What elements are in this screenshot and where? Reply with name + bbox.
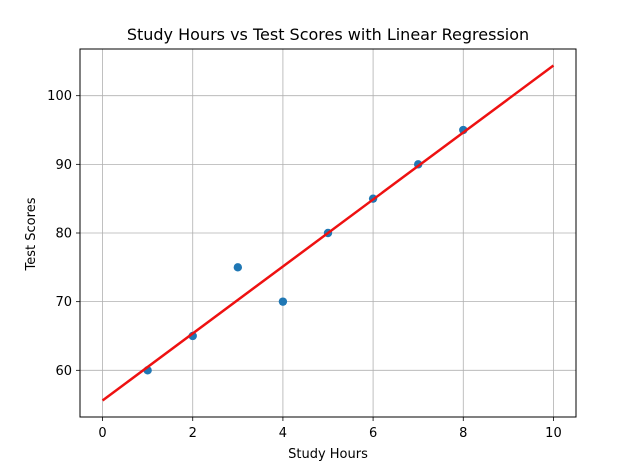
y-tick-label: 100 (47, 89, 72, 104)
x-tick-label: 10 (545, 426, 562, 441)
data-point (278, 297, 288, 306)
y-axis: 60 70 80 90 100 (47, 89, 80, 379)
x-tick-label: 4 (279, 426, 287, 441)
x-tick-label: 8 (459, 426, 467, 441)
plot-area (101, 64, 555, 402)
x-axis: 0 2 4 6 8 10 (98, 417, 562, 441)
y-tick-label: 70 (55, 295, 72, 310)
y-tick-label: 60 (55, 364, 72, 379)
x-tick-label: 2 (189, 426, 197, 441)
y-tick-label: 90 (55, 158, 72, 173)
chart-title: Study Hours vs Test Scores with Linear R… (127, 25, 529, 44)
x-tick-label: 6 (369, 426, 377, 441)
x-tick-label: 0 (98, 426, 106, 441)
x-axis-label: Study Hours (288, 447, 368, 462)
y-axis-label: Test Scores (24, 197, 39, 271)
data-point (233, 263, 243, 272)
regression-line (101, 64, 555, 402)
y-tick-label: 80 (55, 227, 72, 242)
